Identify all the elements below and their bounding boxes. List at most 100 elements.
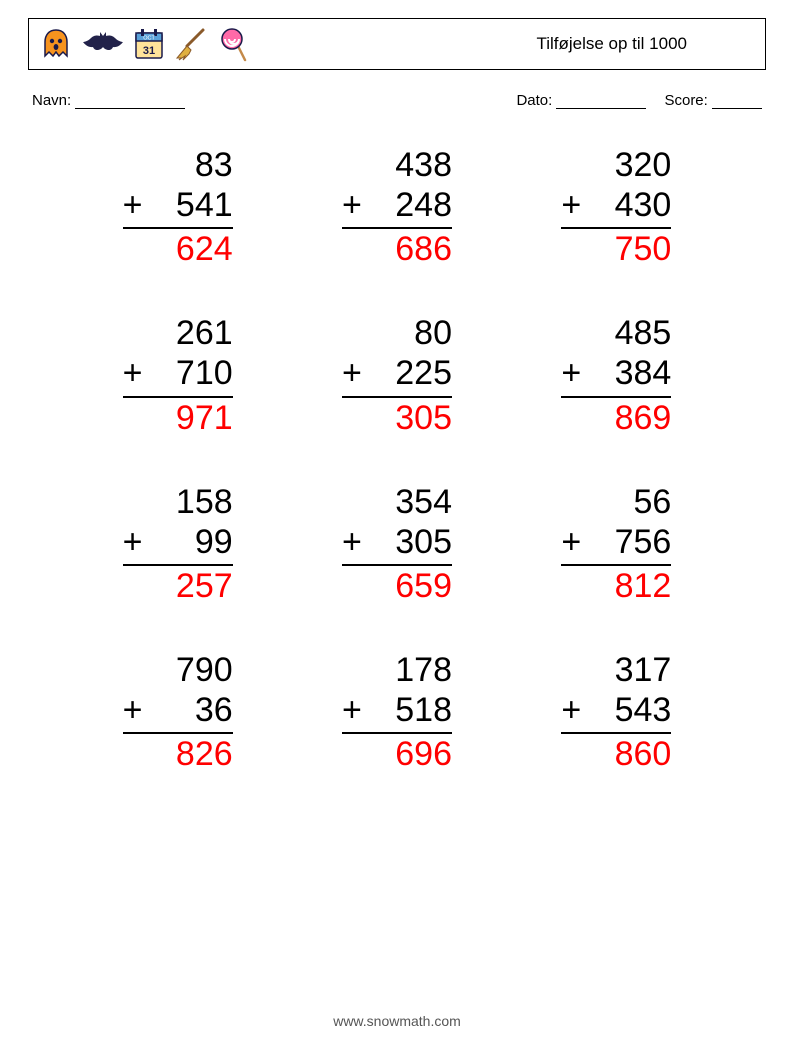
top-number: 178 [342,650,452,690]
plus-sign: + [342,185,362,225]
problem: 485+384869 [507,313,726,437]
info-row: Navn: Dato: Score: [28,92,766,109]
bat-icon [81,30,125,58]
problem-stack: 178+518696 [342,650,452,774]
score-blank [712,95,762,109]
problem: 354+305659 [287,482,506,606]
addend-number: 543 [581,690,671,730]
addend-row: + 36 [123,690,233,734]
problem-stack: 158+ 99257 [123,482,233,606]
addend-number: 305 [362,522,452,562]
addend-row: +543 [561,690,671,734]
answer-number: 659 [342,566,452,606]
ghost-icon [39,27,73,61]
problem: 317+543860 [507,650,726,774]
svg-text:OCT: OCT [143,36,155,42]
problem: 261+710971 [68,313,287,437]
top-number: 56 [561,482,671,522]
answer-number: 812 [561,566,671,606]
top-number: 83 [123,145,233,185]
problem-stack: 354+305659 [342,482,452,606]
info-right: Dato: Score: [516,92,762,109]
plus-sign: + [561,522,581,562]
problem-stack: 790+ 36826 [123,650,233,774]
addend-row: +225 [342,353,452,397]
plus-sign: + [342,690,362,730]
plus-sign: + [123,185,143,225]
addend-number: 430 [581,185,671,225]
problem-stack: 83+541624 [123,145,233,269]
addend-number: 225 [362,353,452,393]
date-blank [556,95,646,109]
plus-sign: + [561,690,581,730]
plus-sign: + [123,690,143,730]
top-number: 485 [561,313,671,353]
addend-row: +430 [561,185,671,229]
svg-text:31: 31 [143,45,155,57]
top-number: 80 [342,313,452,353]
answer-number: 696 [342,734,452,774]
problem: 320+430750 [507,145,726,269]
answer-number: 686 [342,229,452,269]
problem: 790+ 36826 [68,650,287,774]
top-number: 354 [342,482,452,522]
problem-stack: 317+543860 [561,650,671,774]
answer-number: 869 [561,398,671,438]
problem: 178+518696 [287,650,506,774]
problem: 56+756812 [507,482,726,606]
top-number: 320 [561,145,671,185]
addend-number: 248 [362,185,452,225]
addend-row: +248 [342,185,452,229]
calendar-icon: OCT 31 [133,27,165,61]
answer-number: 750 [561,229,671,269]
addend-number: 99 [143,522,233,562]
top-number: 317 [561,650,671,690]
worksheet-page: OCT 31 Tilføjelse op til 1000 Navn: [0,0,794,1053]
addend-number: 384 [581,353,671,393]
name-label: Navn: [32,92,71,109]
addend-number: 518 [362,690,452,730]
problem-stack: 320+430750 [561,145,671,269]
problem-stack: 438+248686 [342,145,452,269]
answer-number: 305 [342,398,452,438]
plus-sign: + [342,353,362,393]
name-blank [75,95,185,109]
addend-row: +518 [342,690,452,734]
plus-sign: + [342,522,362,562]
problem-stack: 56+756812 [561,482,671,606]
addend-row: +541 [123,185,233,229]
problems-grid: 83+541624438+248686320+430750261+710971 … [28,145,766,774]
info-left: Navn: [32,92,185,109]
date-field: Dato: [516,92,646,109]
plus-sign: + [123,522,143,562]
broom-icon [173,26,209,62]
addend-number: 36 [143,690,233,730]
answer-number: 257 [123,566,233,606]
top-number: 261 [123,313,233,353]
plus-sign: + [561,353,581,393]
addend-row: +710 [123,353,233,397]
addend-row: +756 [561,522,671,566]
addend-row: +384 [561,353,671,397]
score-field: Score: [664,92,762,109]
problem-stack: 261+710971 [123,313,233,437]
problem: 80+225305 [287,313,506,437]
answer-number: 826 [123,734,233,774]
header-icons-row: OCT 31 [39,26,249,62]
answer-number: 860 [561,734,671,774]
plus-sign: + [561,185,581,225]
problem: 158+ 99257 [68,482,287,606]
name-field: Navn: [32,92,185,109]
answer-number: 624 [123,229,233,269]
header-box: OCT 31 Tilføjelse op til 1000 [28,18,766,70]
addend-row: +305 [342,522,452,566]
answer-number: 971 [123,398,233,438]
date-label: Dato: [516,92,552,109]
addend-number: 710 [143,353,233,393]
addend-number: 756 [581,522,671,562]
problem: 83+541624 [68,145,287,269]
problem-stack: 485+384869 [561,313,671,437]
footer-url: www.snowmath.com [0,1013,794,1029]
top-number: 438 [342,145,452,185]
plus-sign: + [123,353,143,393]
